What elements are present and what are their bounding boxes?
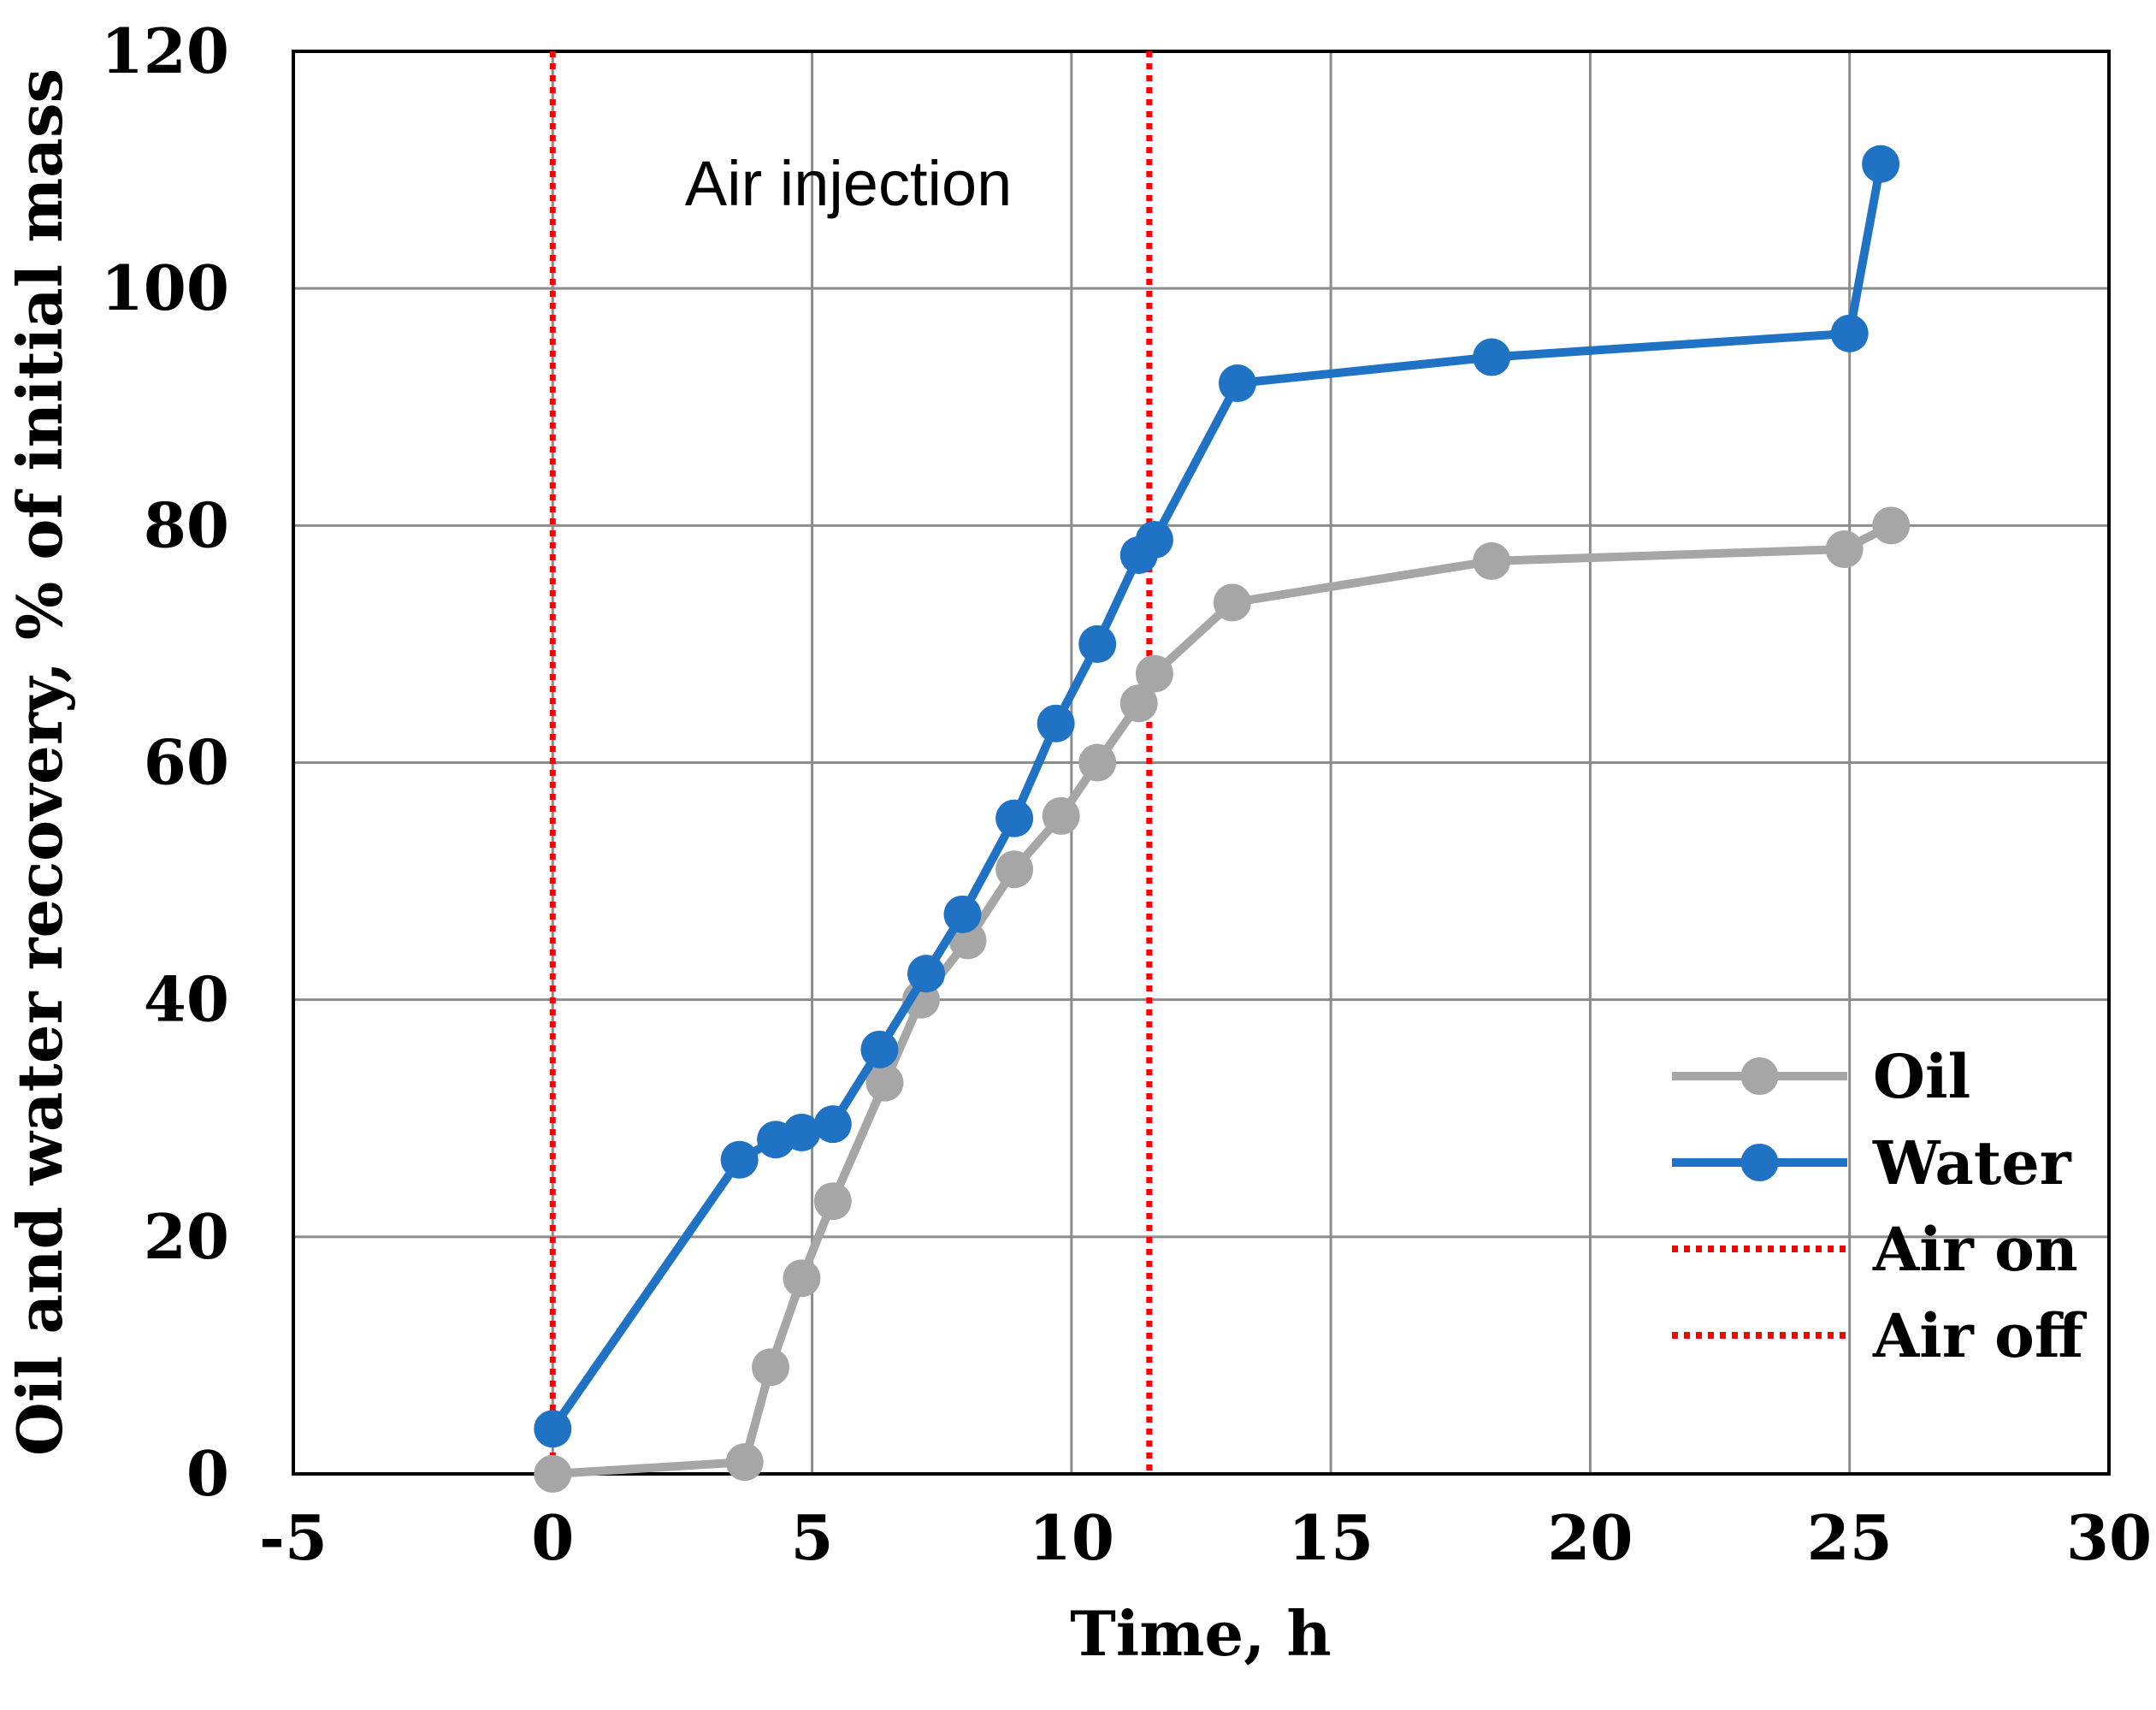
oil-point (813, 1182, 852, 1221)
y-tick-label: 100 (101, 251, 229, 324)
x-tick-label: 20 (1547, 1501, 1633, 1574)
grid (293, 51, 2109, 1474)
legend-entry-oil: Oil (1672, 1041, 1970, 1112)
water-point (943, 895, 982, 933)
legend-entry-air-on: Air on (1672, 1214, 2078, 1285)
water-point (1830, 314, 1869, 352)
x-tick-label: -5 (259, 1501, 328, 1574)
water-point (1218, 364, 1256, 403)
y-tick-label: 120 (101, 15, 229, 87)
x-tick-labels: -5 0 5 10 15 20 25 30 (259, 1501, 2152, 1574)
water-point (860, 1030, 899, 1068)
water-point (1862, 145, 1900, 183)
water-point (720, 1140, 759, 1179)
air-markers (549, 51, 1153, 1474)
oil-point (752, 1348, 790, 1387)
legend-label-air-off: Air off (1872, 1300, 2088, 1371)
legend-entry-air-off: Air off (1672, 1300, 2088, 1371)
y-tick-label: 20 (144, 1200, 229, 1273)
legend-label-air-on: Air on (1872, 1214, 2078, 1285)
air-injection-annotation: Air injection (685, 148, 1013, 219)
water-point (907, 955, 946, 993)
water-point (534, 1410, 572, 1448)
oil-point (865, 1063, 904, 1102)
water-series (534, 145, 1900, 1448)
x-tick-label: 15 (1288, 1501, 1373, 1574)
oil-point (995, 850, 1034, 889)
legend: Oil Water Air on Air off (1672, 1041, 2088, 1371)
oil-point (1872, 506, 1911, 545)
data-series (534, 145, 1911, 1493)
water-point (813, 1105, 852, 1144)
y-tick-label: 40 (144, 963, 229, 1036)
water-line (549, 163, 1886, 1432)
oil-point (1473, 541, 1511, 580)
x-axis-title: Time, h (1070, 1597, 1331, 1670)
plot-area-frame (292, 50, 2111, 1476)
oil-point (534, 1455, 572, 1493)
oil-point (1213, 583, 1251, 622)
oil-point (783, 1259, 821, 1298)
x-tick-label: 0 (531, 1501, 574, 1574)
y-axis-title: Oil and water recovery, % of initial mas… (3, 68, 76, 1456)
legend-label-oil: Oil (1873, 1041, 1970, 1112)
x-tick-label: 25 (1807, 1501, 1893, 1574)
water-point (1078, 624, 1117, 663)
x-tick-label: 30 (2066, 1501, 2152, 1574)
y-tick-label: 0 (186, 1437, 229, 1510)
y-tick-label: 80 (144, 488, 229, 561)
oil-point (1042, 796, 1080, 835)
water-point (1037, 704, 1075, 743)
water-point (1135, 520, 1173, 559)
oil-point (1825, 530, 1864, 569)
y-tick-label: 60 (144, 726, 229, 799)
water-point (995, 799, 1034, 837)
x-tick-label: 10 (1029, 1501, 1114, 1574)
legend-marker-water (1740, 1144, 1779, 1181)
oil-point (725, 1443, 764, 1482)
oil-point (1078, 743, 1117, 782)
legend-entry-water: Water (1672, 1127, 2072, 1198)
oil-point (1119, 684, 1158, 723)
y-tick-labels: 0 20 40 60 80 100 120 (101, 15, 229, 1510)
water-point (783, 1113, 821, 1151)
oil-point (1135, 654, 1173, 693)
x-tick-label: 5 (791, 1501, 834, 1574)
legend-label-water: Water (1872, 1127, 2072, 1198)
water-point (1473, 338, 1511, 376)
legend-marker-oil (1740, 1057, 1779, 1095)
